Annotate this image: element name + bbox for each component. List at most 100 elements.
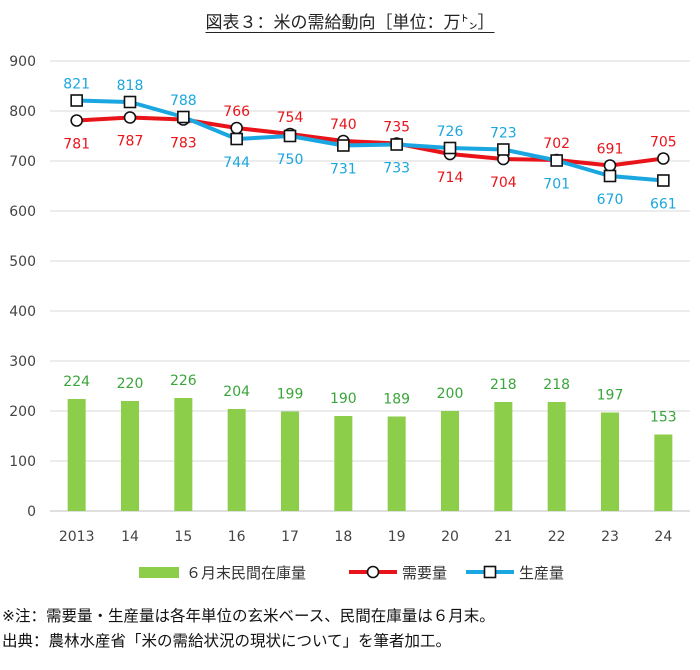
series-data-labels: 781 821 787 818 783 788 766 744 754 750 740 731 735 7… [63,77,676,213]
series-markers [70,94,670,187]
x-tick-label: 19 [388,529,406,545]
production-marker [70,94,83,107]
production-data-label: 723 [490,126,517,142]
bar [121,401,139,511]
x-tick-label: 17 [281,529,299,545]
y-tick-label: 300 [9,354,36,370]
bar-data-label: 189 [383,392,410,408]
bar-data-label: 153 [650,410,677,426]
production-data-label: 818 [117,78,144,94]
bar [441,411,459,511]
production-marker [443,141,457,155]
production-data-label: 750 [277,152,304,168]
demand-data-label: 754 [277,110,304,126]
production-marker [337,139,350,152]
production-marker [390,138,403,151]
bar-data-label: 218 [490,377,517,393]
inventory-bar-labels: 224 220 226 204 199 190 189 200 218 218 197 153 [63,373,676,426]
y-tick-label: 200 [9,404,36,420]
production-data-label: 731 [330,162,357,178]
bar [334,416,353,511]
legend-marker-production [483,565,497,579]
demand-data-label: 740 [330,117,357,133]
y-tick-label: 600 [9,204,36,220]
production-marker [497,143,510,156]
y-axis-ticks: 0 100 200 300 400 500 600 700 800 900 [9,54,36,520]
bar [494,402,513,511]
y-tick-label: 900 [9,54,36,70]
production-marker [657,174,670,187]
x-tick-label: 14 [121,529,139,545]
series-lines [76,98,664,183]
production-data-label: 670 [597,192,624,208]
demand-marker [70,114,83,127]
legend-label-demand: 需要量 [402,564,447,582]
bar-data-label: 224 [63,374,90,390]
bar [67,399,86,511]
footnotes: ※注：需要量・生産量は各年単位の玄米ベース、民間在庫量は６月末。 出典：農林水産… [2,604,700,654]
bar [547,402,566,511]
bar [387,416,406,511]
demand-marker [603,159,617,172]
bar-data-label: 220 [117,376,144,392]
grid-lines [50,60,690,512]
chart-title: 図表３：米の需給動向［単位：万㌧］ [205,13,495,33]
legend: ６月末民間在庫量 需要量 生産量 [139,564,564,582]
x-tick-label: 22 [548,529,566,545]
production-marker [230,132,243,146]
chart: 0 100 200 300 400 500 600 700 800 900 2013 14 15 16 1… [9,54,690,582]
production-line [76,98,664,183]
production-marker [283,129,297,143]
x-tick-label: 16 [228,529,246,545]
y-tick-label: 500 [9,254,36,270]
footnote-note: ※注：需要量・生産量は各年単位の玄米ベース、民間在庫量は６月末。 [2,607,495,625]
y-tick-label: 800 [9,104,36,120]
demand-data-label: 735 [383,120,410,136]
demand-marker [123,111,137,124]
production-marker [550,154,563,167]
demand-data-label: 714 [437,170,464,186]
production-data-label: 744 [223,155,250,171]
y-tick-label: 100 [9,454,36,470]
legend-marker-demand [366,565,380,579]
x-tick-label: 20 [441,529,459,545]
demand-data-label: 787 [117,134,144,150]
bar [601,412,619,511]
bar [227,409,246,511]
bar-data-label: 218 [543,377,570,393]
production-data-label: 661 [650,197,677,213]
demand-data-label: 783 [170,136,197,152]
y-tick-label: 0 [27,504,36,520]
demand-data-label: 781 [63,137,90,153]
demand-data-label: 691 [597,142,624,158]
y-tick-label: 700 [9,154,36,170]
x-tick-label: 23 [601,529,619,545]
production-marker [603,169,617,183]
production-marker [123,95,137,109]
inventory-bars [67,398,673,511]
bar [654,434,673,511]
bar-data-label: 226 [170,373,197,389]
legend-label-inventory: ６月末民間在庫量 [186,564,306,582]
demand-marker [657,152,670,165]
demand-data-label: 704 [490,175,517,191]
bar-data-label: 190 [330,391,357,407]
bar-data-label: 199 [277,387,304,403]
demand-data-label: 702 [543,136,570,152]
legend-swatch-inventory [139,567,179,578]
production-data-label: 733 [383,161,410,177]
production-data-label: 701 [543,177,570,193]
x-tick-label: 18 [334,529,352,545]
y-tick-label: 400 [9,304,36,320]
bar-data-label: 200 [437,386,464,402]
x-axis-ticks: 2013 14 15 16 17 18 19 20 21 22 23 24 [59,529,672,545]
bar-data-label: 204 [223,384,250,400]
demand-data-label: 766 [223,104,250,120]
demand-data-label: 705 [650,135,677,151]
production-data-label: 726 [437,124,464,140]
bar [174,398,193,511]
x-tick-label: 2013 [59,529,95,545]
production-data-label: 788 [170,93,197,109]
x-tick-label: 15 [174,529,192,545]
demand-line [76,115,664,168]
